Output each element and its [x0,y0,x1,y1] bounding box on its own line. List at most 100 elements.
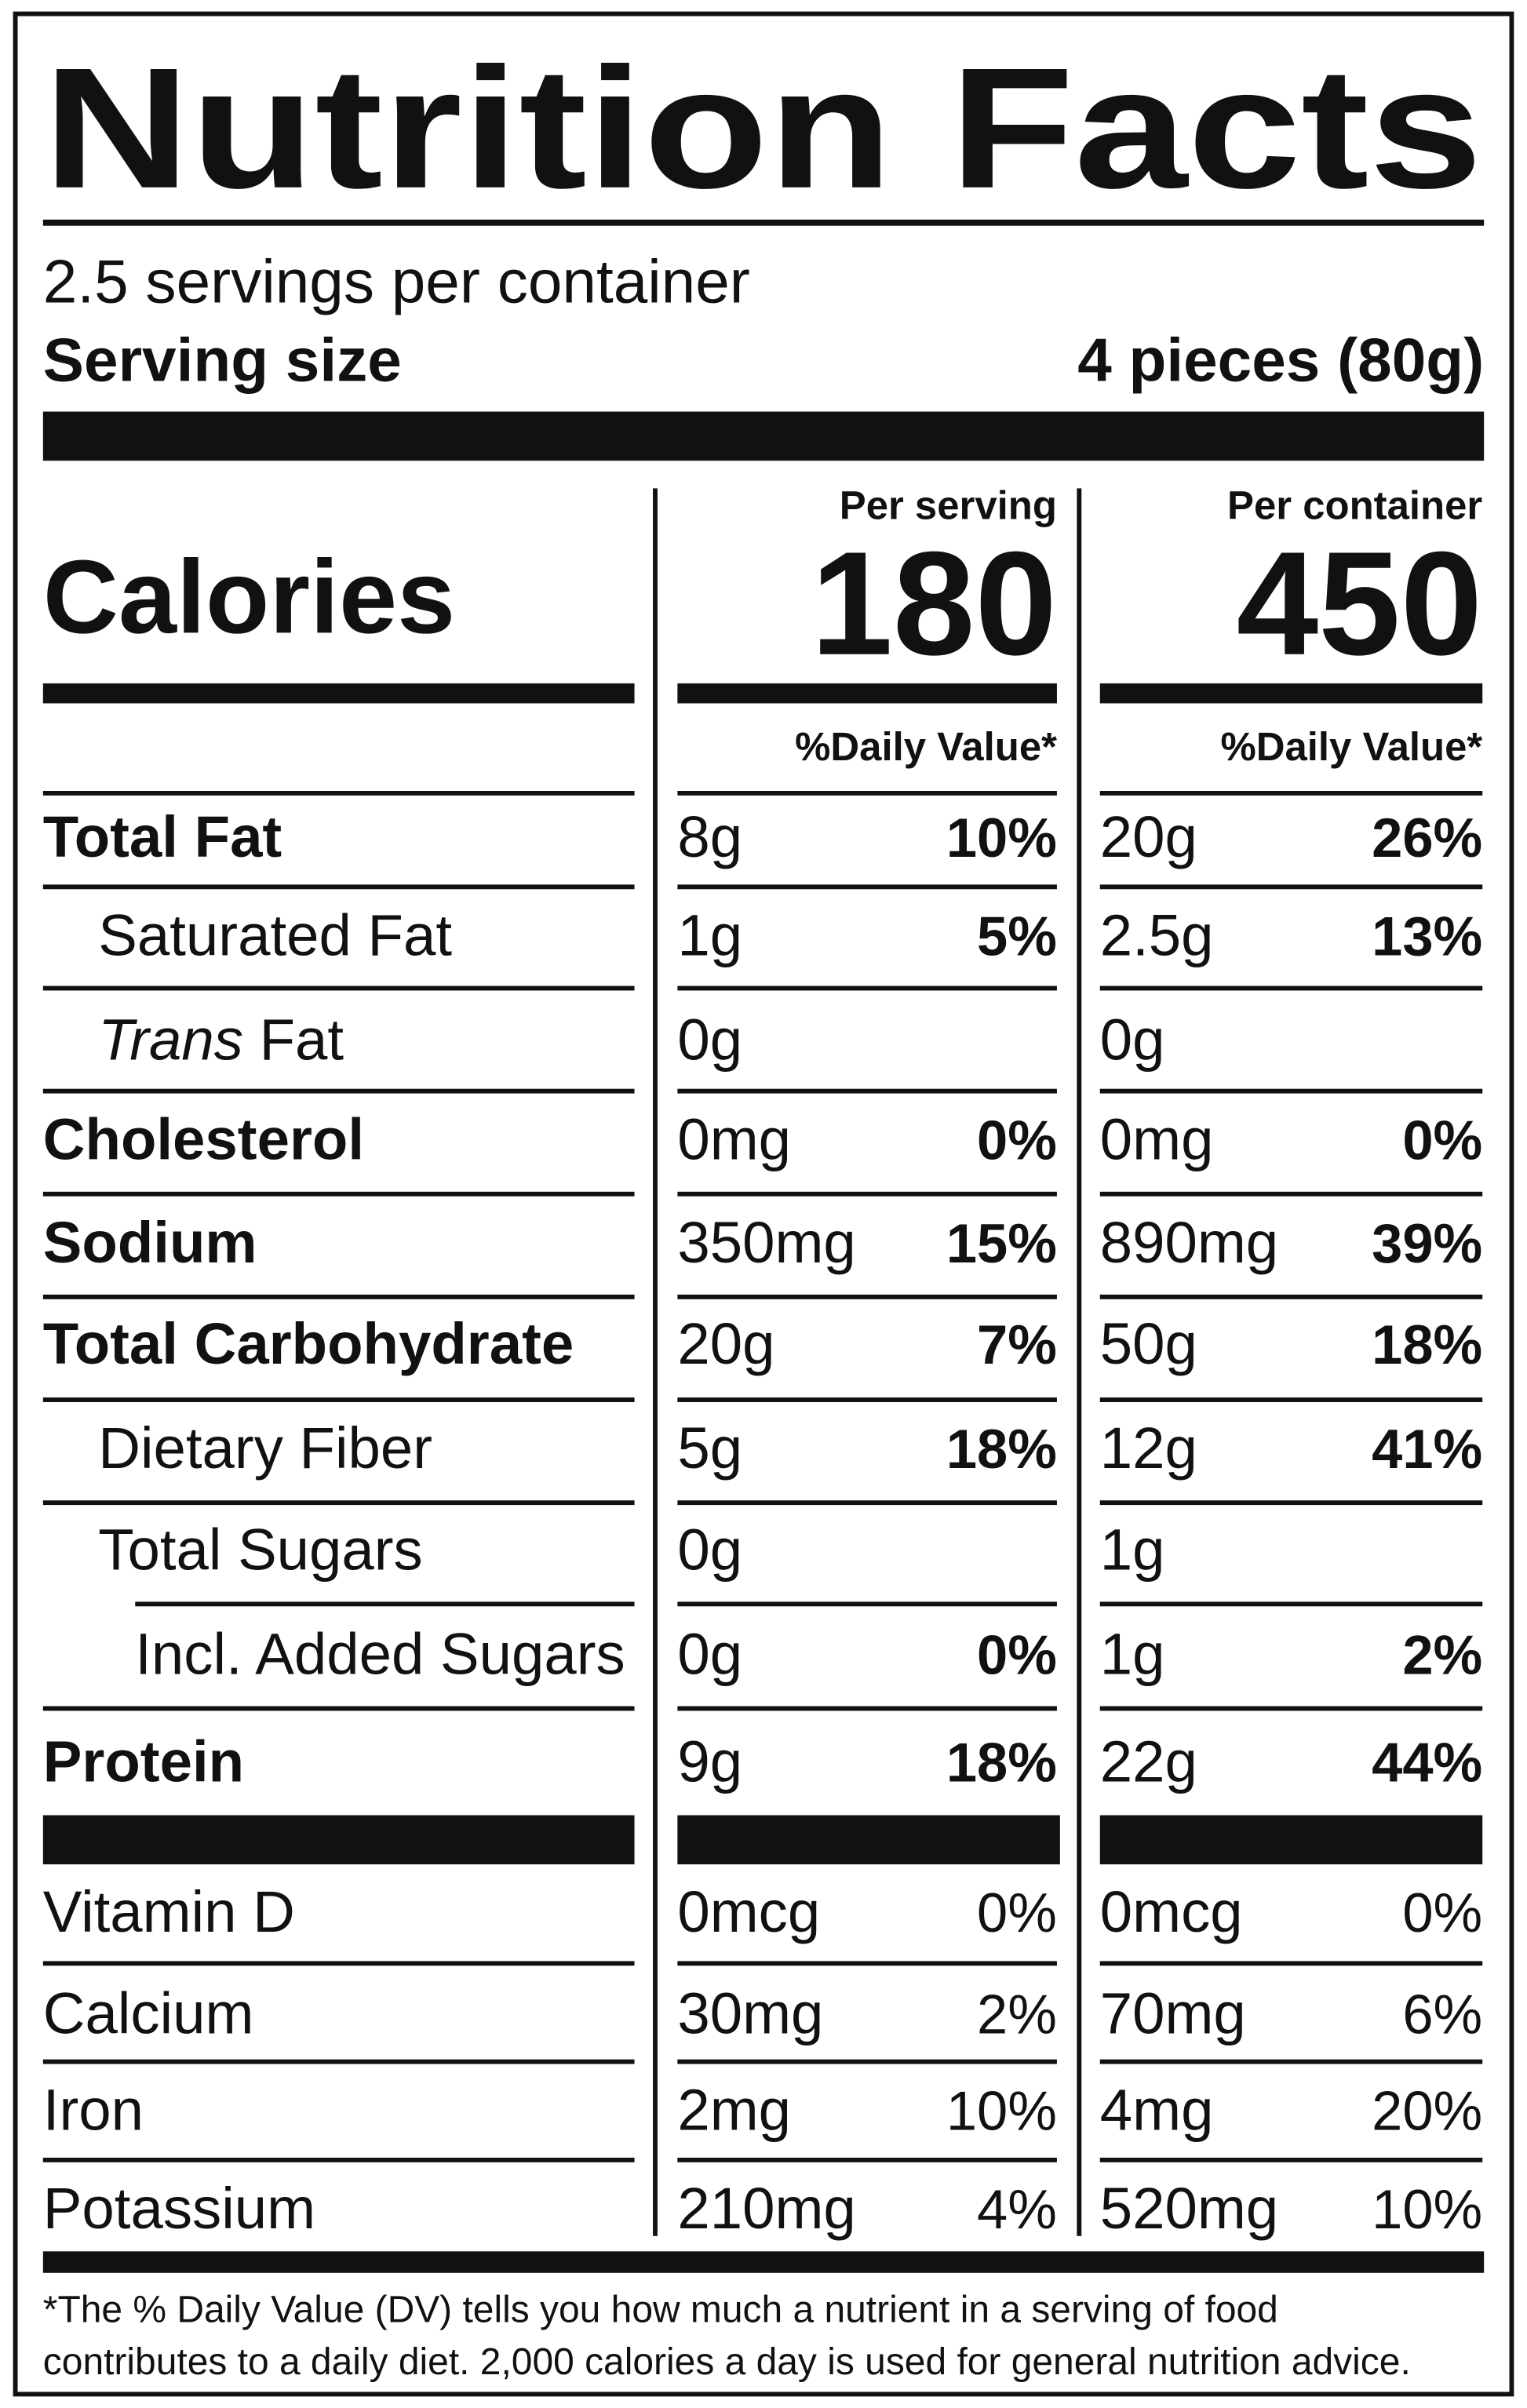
bar [1099,683,1483,704]
nutrient-label-text: Protein [43,1729,244,1794]
serving-amount: 1g [677,902,742,967]
container-amount: 0mg [1100,1107,1214,1172]
servings-per-container: 2.5 servings per container [43,247,750,316]
nutrient-label-text: Incl. Added Sugars [135,1621,625,1686]
bar [1099,1815,1483,1865]
container-dv: 0% [1402,1109,1482,1171]
nutrient-label: Vitamin D [43,1879,295,1944]
serving-amount: 5g [677,1415,742,1481]
nutrient-label-text: Iron [43,2078,144,2143]
rule [42,1961,635,1966]
rule [677,1397,1057,1402]
container-amount: 22g [1100,1729,1197,1794]
serving-amount: 30mg [677,1980,823,2046]
rule [1099,2059,1483,2064]
serving-amount: 0g [677,1007,742,1073]
rule [1099,1601,1483,1607]
rule [42,1706,635,1711]
thick-bar [42,411,1485,461]
rule [1099,1088,1483,1094]
nutrient-label: Iron [43,2078,144,2143]
dv-header: %Daily Value* [795,724,1057,769]
serving-dv: 15% [946,1212,1057,1274]
rule [42,985,635,991]
nutrient-label-text: Vitamin D [43,1879,295,1944]
rule [1099,1706,1483,1711]
serving-size-label: Serving size [43,325,402,394]
nutrient-label: Calcium [43,1980,254,2046]
nutrient-label-text: Potassium [43,2176,315,2241]
column-header: Per serving [840,483,1057,528]
serving-amount: 2mg [677,2078,791,2143]
serving-dv: 0% [977,1109,1057,1171]
title: Nutrition Facts [43,33,1482,224]
serving-dv: 5% [977,905,1057,967]
serving-amount: 210mg [677,2176,855,2241]
nutrient-label: Potassium [43,2176,315,2241]
container-amount: 520mg [1100,2176,1278,2241]
rule [1099,1191,1483,1197]
rule [1099,2157,1483,2162]
bar [677,683,1057,704]
nutrient-label-text: Fat [260,1007,344,1073]
serving-amount: 0mg [677,1107,791,1172]
nutrient-label-text: Total Fat [43,804,282,869]
bar [42,2251,1485,2273]
serving-dv: 7% [977,1313,1057,1375]
nutrient-label: Saturated Fat [98,902,452,967]
serving-dv: 10% [946,807,1057,869]
nutrient-label-text: Sodium [43,1210,257,1275]
rule [135,1601,635,1607]
calories-value: 180 [811,521,1057,686]
bar [42,683,635,704]
container-amount: 0mcg [1100,1879,1243,1944]
serving-dv: 18% [946,1731,1057,1793]
serving-amount: 9g [677,1729,742,1794]
rule [42,1294,635,1299]
rule [677,1191,1057,1197]
container-dv: 20% [1372,2080,1482,2142]
rule [677,1961,1057,1966]
rule [677,1500,1057,1506]
footnote: *The % Daily Value (DV) tells you how mu… [43,2289,1278,2330]
rule [677,2157,1057,2162]
container-dv: 26% [1372,807,1482,869]
serving-amount: 0g [677,1517,742,1582]
serving-size-value: 4 pieces (80g) [1077,325,1484,394]
nutrient-label: Trans Fat [98,1007,344,1073]
serving-dv: 4% [977,2178,1057,2240]
container-dv: 6% [1402,1983,1482,2045]
rule [42,1191,635,1197]
nutrient-label-text: Calcium [43,1980,254,2046]
calories-value: 450 [1237,521,1483,686]
bar [42,1815,635,1865]
container-dv: 44% [1372,1731,1482,1793]
nutrient-label: Sodium [43,1210,257,1275]
container-amount: 20g [1100,804,1197,869]
nutrient-label-italic: Trans [98,1007,243,1073]
container-dv: 18% [1372,1313,1482,1375]
container-amount: 12g [1100,1415,1197,1481]
serving-dv: 10% [946,2080,1057,2142]
serving-amount: 350mg [677,1210,855,1275]
column-divider [653,488,658,2236]
nutrient-label-space [243,1007,260,1073]
container-dv: 13% [1372,905,1482,967]
serving-amount: 8g [677,804,742,869]
container-amount: 1g [1100,1621,1165,1686]
nutrient-label-text: Total Sugars [98,1517,422,1582]
nutrient-label: Total Carbohydrate [43,1311,574,1376]
rule [42,790,635,796]
rule [42,1500,635,1506]
footnote: contributes to a daily diet. 2,000 calor… [43,2341,1411,2383]
rule [1099,985,1483,991]
container-dv: 0% [1402,1882,1482,1944]
rule [1099,884,1483,890]
nutrient-label: Incl. Added Sugars [135,1621,625,1686]
serving-amount: 20g [677,1311,774,1376]
nutrient-label: Total Sugars [98,1517,422,1582]
nutrient-label-text: Saturated Fat [98,902,452,967]
rule [677,1088,1057,1094]
nutrient-label: Dietary Fiber [98,1415,432,1481]
